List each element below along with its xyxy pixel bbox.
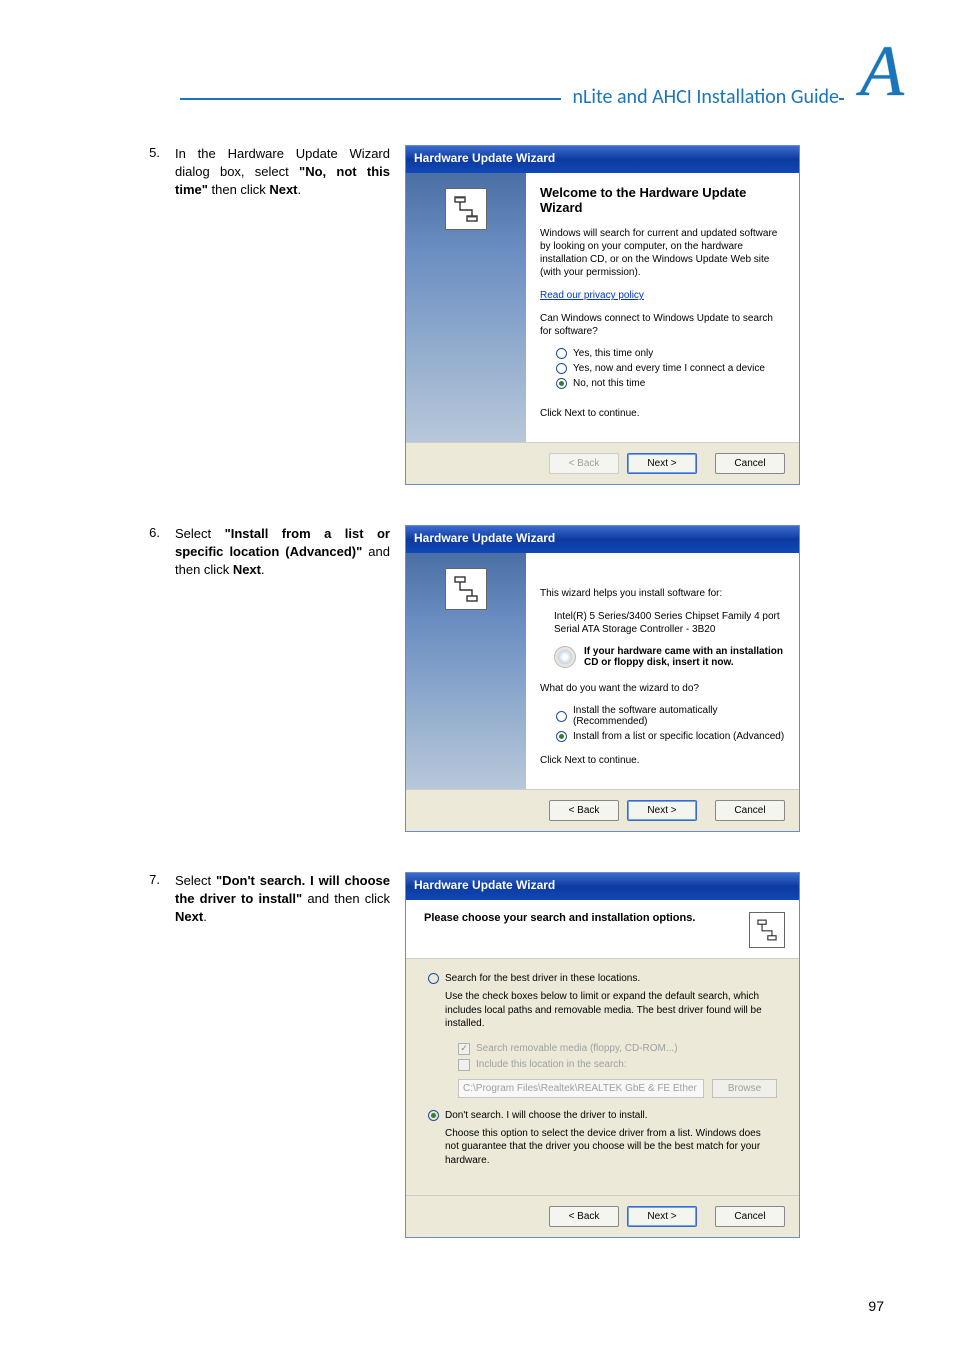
back-button: < Back bbox=[549, 453, 619, 474]
search-help: Use the check boxes below to limit or ex… bbox=[428, 990, 777, 1031]
step-number: 7. bbox=[140, 872, 160, 1238]
dialog-main: This wizard helps you install software f… bbox=[526, 553, 799, 789]
helps-text: This wizard helps you install software f… bbox=[540, 587, 785, 600]
step-number: 6. bbox=[140, 525, 160, 832]
dialog-titlebar: Hardware Update Wizard bbox=[406, 873, 799, 900]
radio-advanced[interactable]: Install from a list or specific location… bbox=[556, 731, 785, 742]
step-text: Select "Install from a list or specific … bbox=[175, 525, 390, 832]
dialog-question: Can Windows connect to Windows Update to… bbox=[540, 312, 785, 338]
step-6: 6. Select "Install from a list or specif… bbox=[140, 525, 820, 832]
step-7: 7. Select "Don't search. I will choose t… bbox=[140, 872, 820, 1238]
dialog-titlebar: Hardware Update Wizard bbox=[406, 146, 799, 173]
radio-yes-once[interactable]: Yes, this time only bbox=[556, 348, 785, 359]
step-5: 5. In the Hardware Update Wizard dialog … bbox=[140, 145, 820, 485]
continue-hint: Click Next to continue. bbox=[540, 754, 785, 767]
back-button[interactable]: < Back bbox=[549, 1206, 619, 1227]
device-name: Intel(R) 5 Series/3400 Series Chipset Fa… bbox=[540, 610, 785, 636]
chapter-title: nLite and AHCI Installation Guide bbox=[561, 85, 839, 109]
cancel-button[interactable]: Cancel bbox=[715, 453, 785, 474]
content-area: 5. In the Hardware Update Wizard dialog … bbox=[140, 145, 820, 1278]
step-text: In the Hardware Update Wizard dialog box… bbox=[175, 145, 390, 485]
page-header: A nLite and AHCI Installation Guide bbox=[0, 40, 954, 120]
radio-no[interactable]: No, not this time bbox=[556, 378, 785, 389]
dialog-para: Windows will search for current and upda… bbox=[540, 227, 785, 279]
dialog-titlebar: Hardware Update Wizard bbox=[406, 526, 799, 553]
next-button[interactable]: Next > bbox=[627, 1206, 697, 1227]
dialog-heading: Welcome to the Hardware Update Wizard bbox=[540, 185, 785, 215]
privacy-link[interactable]: Read our privacy policy bbox=[540, 290, 644, 301]
next-button[interactable]: Next > bbox=[627, 453, 697, 474]
step-number: 5. bbox=[140, 145, 160, 485]
connector-icon bbox=[445, 188, 487, 230]
radio-auto[interactable]: Install the software automatically (Reco… bbox=[556, 705, 785, 727]
path-input bbox=[458, 1079, 704, 1098]
wizard-sidebar bbox=[406, 553, 526, 789]
next-button[interactable]: Next > bbox=[627, 800, 697, 821]
cd-hint: If your hardware came with an installati… bbox=[584, 646, 785, 668]
connector-icon bbox=[445, 568, 487, 610]
step-text: Select "Don't search. I will choose the … bbox=[175, 872, 390, 1238]
dialog-step5: Hardware Update Wizard Welcome to the Ha… bbox=[405, 145, 800, 485]
wizard-question: What do you want the wizard to do? bbox=[540, 682, 785, 695]
checkbox-include-location: Include this location in the search: bbox=[458, 1059, 777, 1071]
page-number: 97 bbox=[868, 1298, 884, 1314]
radio-yes-always[interactable]: Yes, now and every time I connect a devi… bbox=[556, 363, 785, 374]
cancel-button[interactable]: Cancel bbox=[715, 800, 785, 821]
connector-icon bbox=[749, 912, 785, 948]
dialog-step7: Hardware Update Wizard Please choose you… bbox=[405, 872, 800, 1238]
search-options-title: Please choose your search and installati… bbox=[424, 912, 695, 924]
browse-button: Browse bbox=[712, 1079, 777, 1098]
checkbox-removable: ✓Search removable media (floppy, CD-ROM.… bbox=[458, 1043, 777, 1055]
dont-search-help: Choose this option to select the device … bbox=[428, 1127, 777, 1168]
cd-icon bbox=[554, 646, 576, 668]
dialog-main: Welcome to the Hardware Update Wizard Wi… bbox=[526, 173, 799, 442]
back-button[interactable]: < Back bbox=[549, 800, 619, 821]
dialog-step6: Hardware Update Wizard This wizard helps… bbox=[405, 525, 800, 832]
appendix-letter: A bbox=[860, 30, 904, 113]
wizard-sidebar bbox=[406, 173, 526, 442]
radio-search-best[interactable]: Search for the best driver in these loca… bbox=[428, 973, 777, 984]
cancel-button[interactable]: Cancel bbox=[715, 1206, 785, 1227]
continue-hint: Click Next to continue. bbox=[540, 407, 785, 420]
radio-dont-search[interactable]: Don't search. I will choose the driver t… bbox=[428, 1110, 777, 1121]
